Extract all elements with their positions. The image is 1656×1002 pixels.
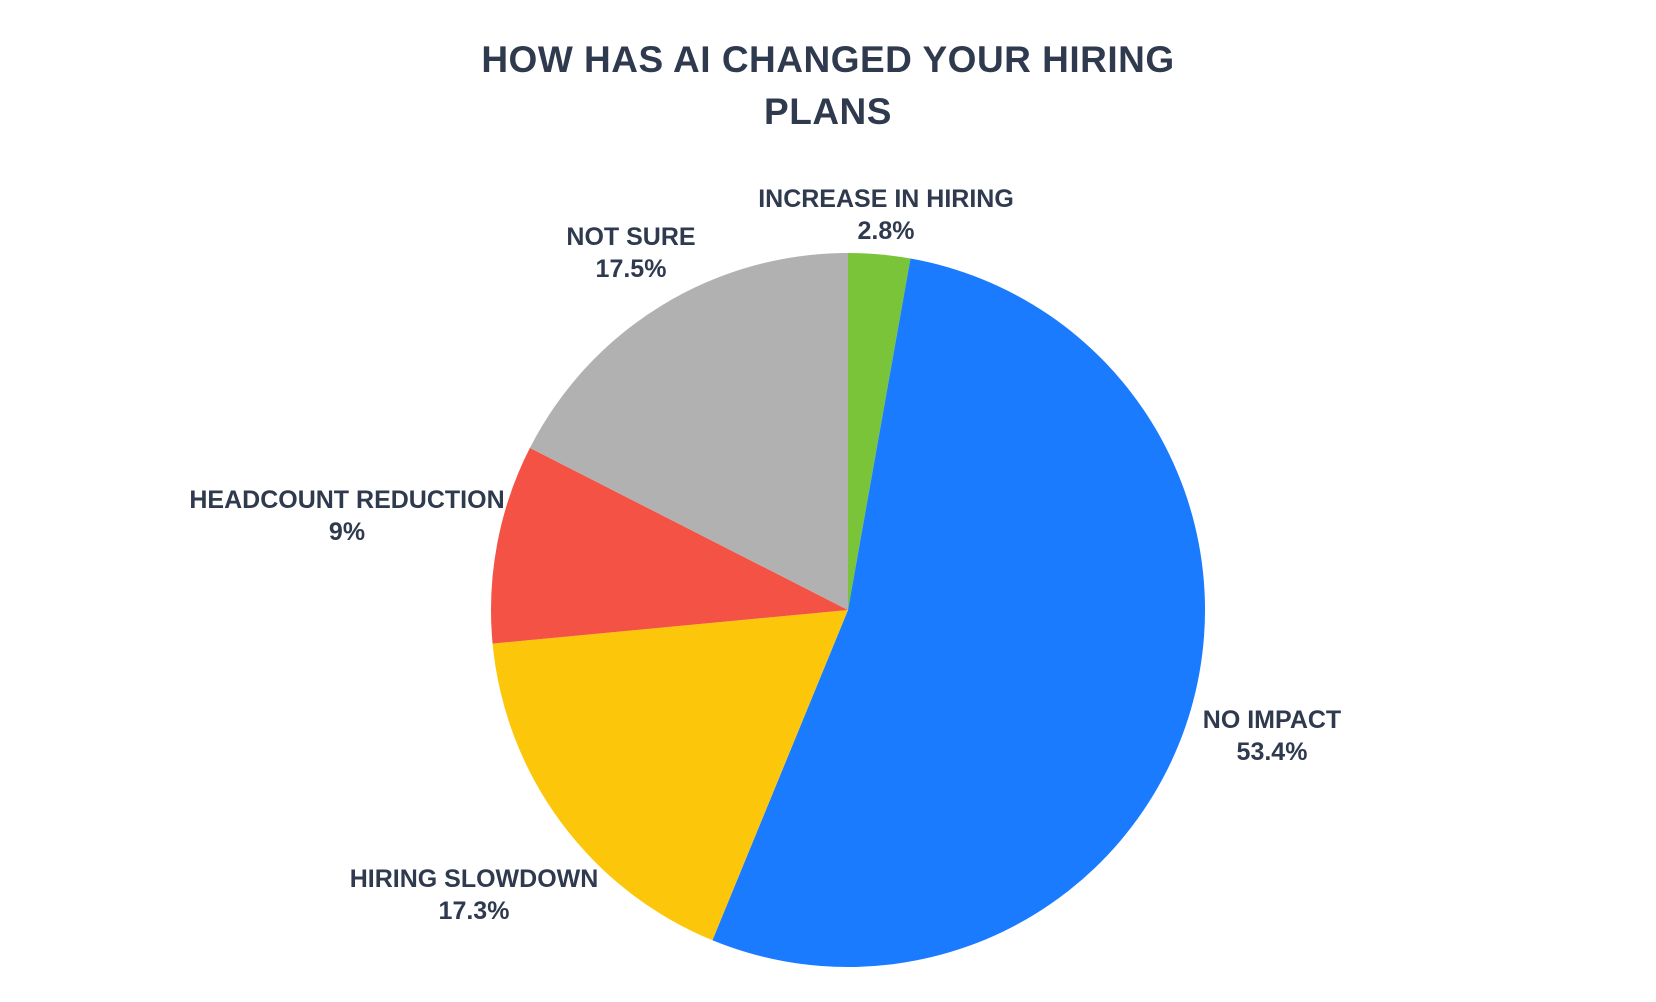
slice-category-label: INCREASE IN HIRING	[758, 185, 1014, 213]
slice-value-label: 9%	[329, 518, 365, 546]
slice-value-label: 17.5%	[596, 255, 667, 283]
slice-value-label: 2.8%	[858, 217, 915, 245]
slice-value-label: 53.4%	[1237, 738, 1308, 766]
pie-slice-hiring-slowdown	[492, 610, 848, 941]
pie-slice-increase-in-hiring	[848, 253, 911, 610]
slice-value-label: 17.3%	[439, 897, 510, 925]
pie-slices	[490, 253, 1206, 968]
chart-title: HOW HAS AI CHANGED YOUR HIRING PLANS	[0, 34, 1656, 138]
slice-label-increase-in-hiring: INCREASE IN HIRING 2.8%	[758, 185, 1014, 245]
slice-label-not-sure: NOT SURE 17.5%	[566, 223, 695, 283]
pie-slice-no-impact	[712, 258, 1206, 968]
slice-category-label: HIRING SLOWDOWN	[350, 865, 599, 893]
slice-category-label: HEADCOUNT REDUCTION	[189, 486, 504, 514]
slice-label-no-impact: NO IMPACT 53.4%	[1203, 706, 1341, 766]
chart-title-line-1: HOW HAS AI CHANGED YOUR HIRING	[481, 39, 1175, 80]
slice-category-label: NO IMPACT	[1203, 706, 1341, 734]
pie-slice-not-sure	[529, 253, 848, 610]
slice-label-headcount-reduction: HEADCOUNT REDUCTION 9%	[189, 486, 504, 546]
pie-slice-headcount-reduction	[490, 447, 848, 644]
slice-label-hiring-slowdown: HIRING SLOWDOWN 17.3%	[350, 865, 599, 925]
chart-title-line-2: PLANS	[764, 91, 892, 132]
pie-labels: INCREASE IN HIRING 2.8% NO IMPACT 53.4% HIRI…	[189, 185, 1341, 925]
slice-category-label: NOT SURE	[566, 223, 695, 251]
